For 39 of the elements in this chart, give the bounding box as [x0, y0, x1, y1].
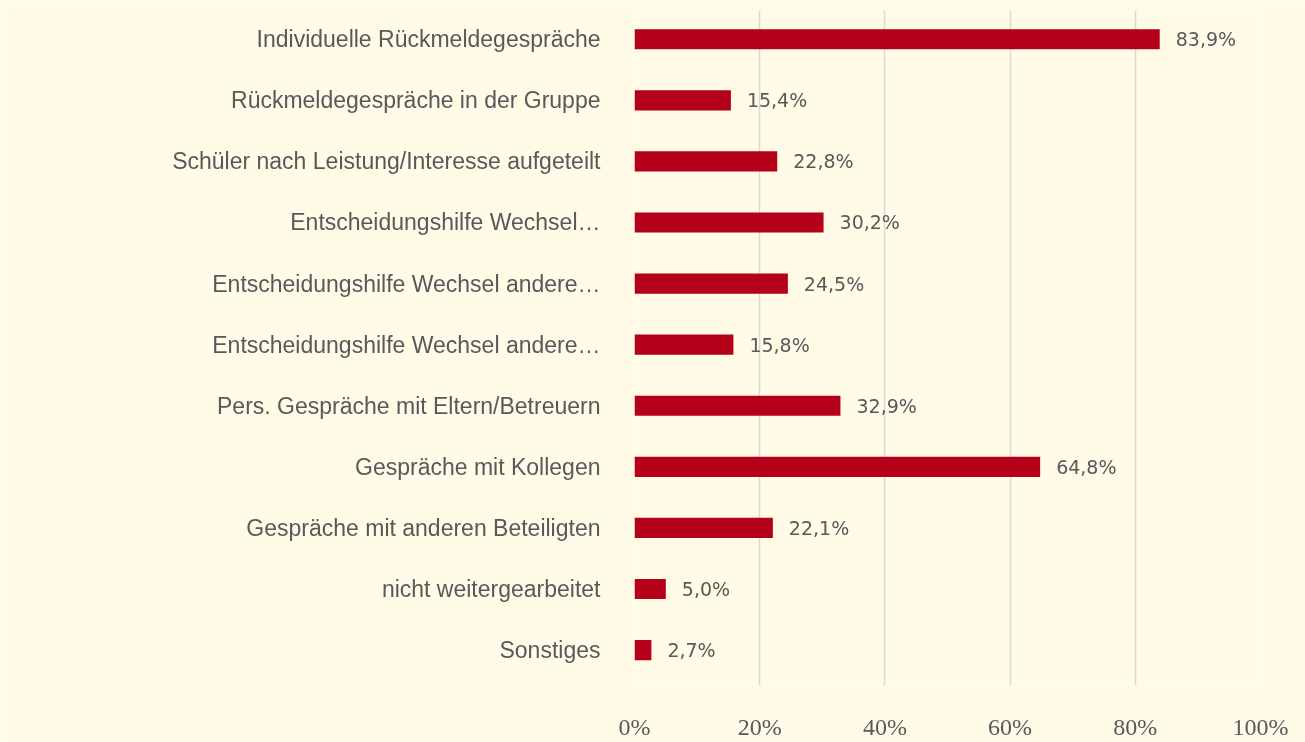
bar	[634, 334, 734, 355]
data-label: 83,9%	[1175, 28, 1237, 51]
data-label: 64,8%	[1056, 455, 1117, 478]
y-tick-label: Individuelle Rückmeldegespräche	[256, 26, 601, 53]
data-label: 24,5%	[803, 272, 865, 295]
bar	[634, 273, 788, 294]
y-tick-label: Gespräche mit anderen Beteiligten	[246, 514, 601, 541]
y-tick-label: Entscheidungshilfe Wechsel andere…	[212, 270, 601, 297]
data-label: 15,8%	[749, 333, 810, 356]
data-label: 22,8%	[793, 150, 854, 173]
x-tick-label: 0%	[618, 713, 651, 740]
data-label: 22,1%	[788, 516, 850, 539]
bar	[634, 212, 824, 233]
data-label: 15,4%	[746, 89, 808, 112]
bar	[634, 90, 731, 111]
data-label: 2,7%	[667, 639, 716, 662]
bar	[634, 151, 778, 172]
bar	[634, 395, 841, 416]
data-label: 5,0%	[681, 577, 731, 600]
bar	[634, 639, 652, 661]
y-tick-label: Pers. Gespräche mit Eltern/Betreuern	[217, 392, 601, 419]
y-tick-label: Schüler nach Leistung/Interesse aufgeteilt	[172, 148, 602, 175]
bar	[634, 456, 1041, 477]
y-tick-label: Entscheidungshilfe Wechsel…	[290, 209, 601, 236]
y-tick-label: Gespräche mit Kollegen	[355, 453, 601, 480]
data-label: 32,9%	[856, 394, 917, 417]
x-tick-label: 60%	[988, 713, 1033, 740]
data-label: 30,2%	[839, 211, 900, 234]
bar	[634, 578, 666, 600]
x-tick-label: 100%	[1232, 713, 1289, 740]
bar	[634, 517, 773, 538]
y-tick-label: Rückmeldegespräche in der Gruppe	[231, 87, 601, 114]
y-tick-label: nicht weitergearbeitet	[381, 575, 602, 602]
y-tick-label: Entscheidungshilfe Wechsel andere…	[212, 331, 601, 358]
x-tick-label: 20%	[737, 713, 782, 740]
y-tick-label: Sonstiges	[499, 637, 601, 664]
x-tick-label: 80%	[1113, 713, 1158, 740]
x-tick-label: 40%	[862, 713, 907, 740]
bar	[634, 29, 1160, 50]
